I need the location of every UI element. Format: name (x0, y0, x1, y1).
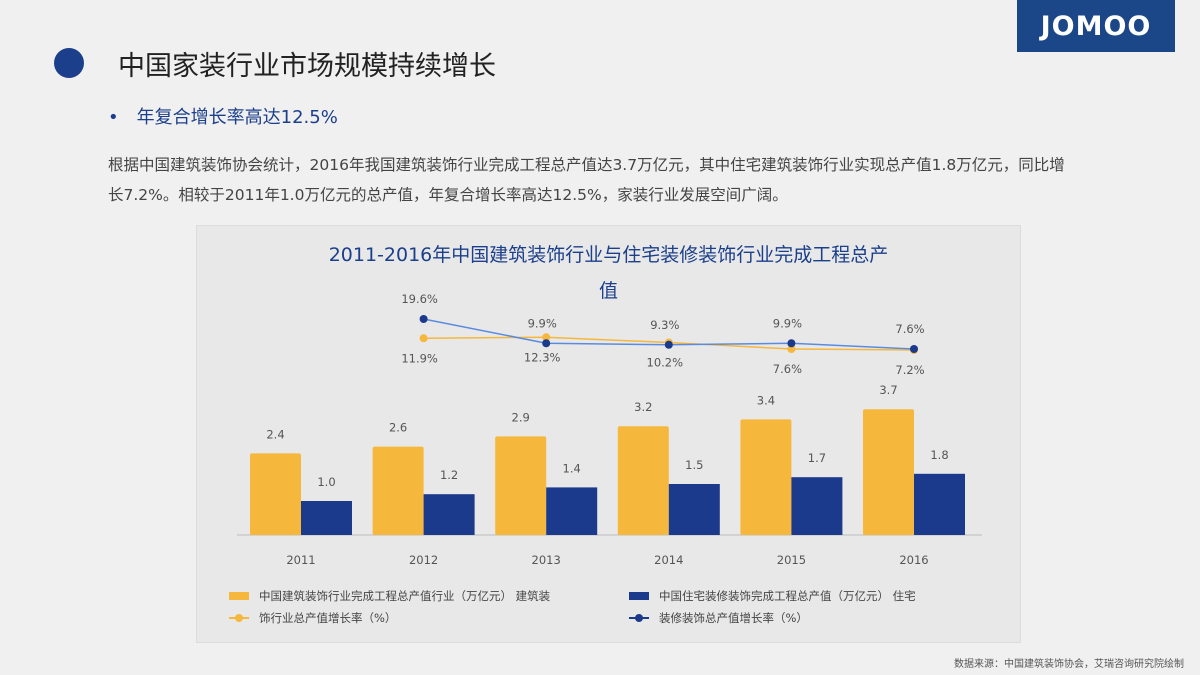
line-data-label: 10.2% (647, 356, 684, 370)
x-tick-label: 2012 (409, 553, 438, 567)
bar-data-label: 2.9 (512, 410, 530, 424)
bar-residential (546, 487, 598, 535)
bar-data-label: 1.0 (317, 475, 335, 489)
line-data-label: 12.3% (524, 350, 561, 364)
bar-construction (740, 419, 792, 535)
line-point (419, 334, 428, 343)
legend-line-residential: 装修装饰总产值增长率（%） (629, 610, 808, 626)
bar-residential (423, 494, 475, 535)
legend-label: 饰行业总产值增长率（%） (259, 611, 397, 625)
legend-label: 中国建筑装饰行业完成工程总产值行业（万亿元） 建筑装 (259, 589, 551, 603)
chart-svg: 2011 2.4 1.0 2012 2.6 1.2 2013 2.9 1.4 2014 3.2 1.5… (237, 292, 982, 567)
line-data-label: 11.9% (401, 351, 438, 365)
line-data-label: 9.9% (528, 316, 557, 330)
legend-label: 装修装饰总产值增长率（%） (659, 611, 808, 625)
line-point (542, 333, 551, 342)
line-point (419, 315, 428, 323)
bullet-text: 年复合增长率高达12.5% (136, 107, 338, 128)
line-point (910, 345, 918, 353)
legend-line-swatch (629, 614, 649, 622)
description-paragraph: 根据中国建筑装饰协会统计，2016年我国建筑装饰行业完成工程总产值达3.7万亿元… (108, 156, 1065, 204)
chart-title-line1: 2011-2016年中国建筑装饰行业与住宅装修装饰行业完成工程总产 (328, 244, 889, 266)
bar-construction (863, 409, 914, 535)
bar-construction (372, 446, 424, 535)
x-tick-label: 2011 (286, 553, 315, 567)
bar-data-label: 1.2 (440, 468, 458, 482)
line-data-label: 9.3% (650, 318, 679, 332)
jomoo-logo: JOMOO (1017, 0, 1175, 52)
bullet-marker: • (108, 107, 119, 128)
line-point (787, 339, 796, 348)
page-title: 中国家装行业市场规模持续增长 (118, 51, 496, 82)
legend-swatch (229, 592, 249, 600)
legend-swatch (629, 592, 649, 600)
bar-residential (914, 473, 965, 535)
source-note: 数据来源：中国建筑装饰协会，艾瑞咨询研究院绘制 (954, 659, 1184, 670)
line-data-label: 9.9% (773, 316, 802, 330)
line-point (787, 345, 796, 353)
bullet-point: • 年复合增长率高达12.5% (108, 103, 338, 129)
bar-data-label: 3.7 (879, 383, 897, 397)
bar-data-label: 1.7 (808, 451, 826, 465)
line-data-label: 7.6% (895, 322, 924, 336)
legend-label: 中国住宅装修装饰完成工程总产值（万亿元） 住宅 (659, 589, 916, 603)
bar-residential (791, 477, 843, 535)
bar-data-label: 1.4 (563, 461, 581, 475)
legend-bar-residential: 中国住宅装修装饰完成工程总产值（万亿元） 住宅 (629, 588, 916, 604)
bar-data-label: 2.6 (389, 421, 407, 435)
line-point (664, 340, 673, 349)
legend-line-swatch (229, 614, 249, 622)
line-point (542, 339, 551, 348)
legend-line-construction: 饰行业总产值增长率（%） (229, 610, 396, 626)
x-tick-label: 2014 (654, 553, 683, 567)
bar-data-label: 3.2 (634, 400, 652, 414)
line-data-label: 19.6% (401, 292, 438, 306)
bar-data-label: 2.4 (266, 427, 284, 441)
x-tick-label: 2013 (532, 553, 561, 567)
bar-residential (668, 484, 720, 535)
bar-data-label: 3.4 (757, 393, 775, 407)
title-bullet-icon (54, 48, 84, 78)
legend-bar-construction: 中国建筑装饰行业完成工程总产值行业（万亿元） 建筑装 (229, 588, 550, 604)
bar-data-label: 1.5 (685, 458, 703, 472)
chart-container: 2011-2016年中国建筑装饰行业与住宅装修装饰行业完成工程总产 值 2011… (196, 225, 1021, 643)
line-data-label: 7.6% (773, 362, 802, 376)
bar-construction (495, 436, 547, 535)
bar-construction (617, 426, 669, 535)
bar-construction (250, 453, 301, 535)
bar-residential (301, 501, 352, 535)
chart-title-line2: 值 (598, 280, 618, 302)
line-data-label: 7.2% (895, 363, 924, 377)
bar-data-label: 1.8 (930, 448, 948, 462)
x-tick-label: 2015 (777, 553, 806, 567)
x-tick-label: 2016 (899, 553, 928, 567)
